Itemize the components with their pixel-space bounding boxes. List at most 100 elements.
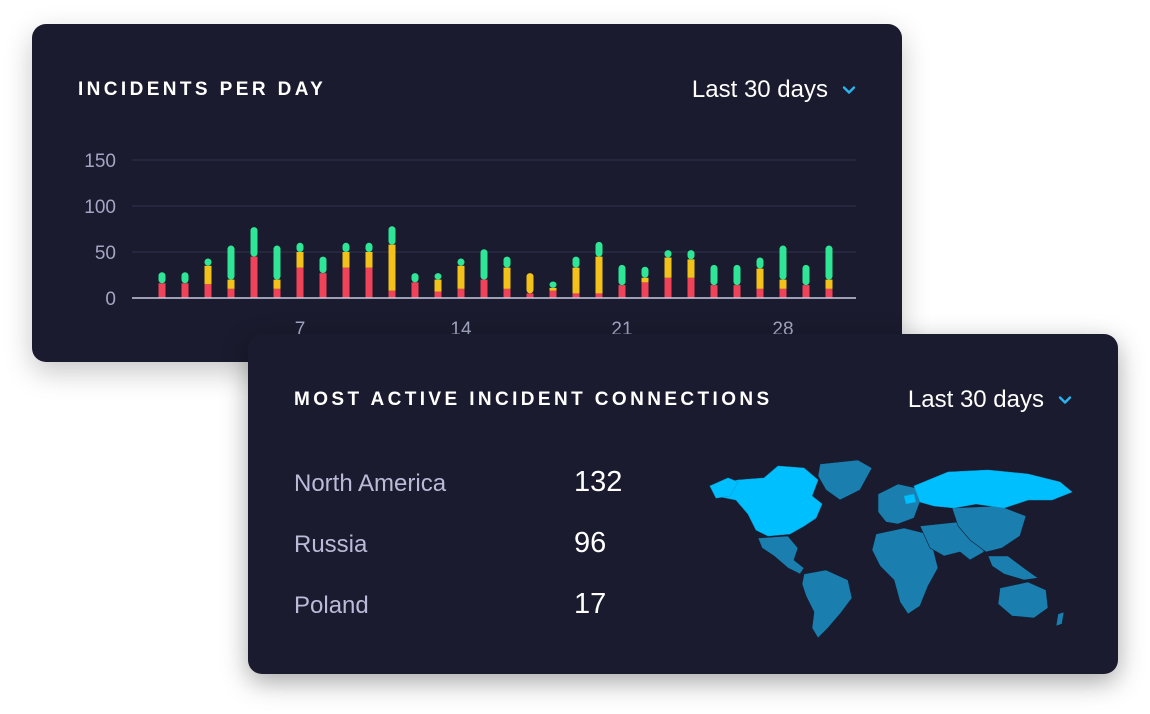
x-tick-label: 7	[295, 319, 306, 340]
bar-segment	[549, 281, 557, 288]
incidents-range-dropdown[interactable]: Last 30 days	[692, 76, 856, 104]
bar-segment	[457, 265, 465, 289]
incidents-per-day-card: INCIDENTS PER DAY Last 30 days 0 50 100 150…	[32, 24, 902, 362]
bar-segment	[687, 277, 695, 298]
bar-segment	[204, 265, 212, 285]
bar-segment	[641, 277, 649, 283]
bar-segment	[641, 282, 649, 298]
bar-segment	[549, 290, 557, 298]
y-tick-label: 0	[105, 289, 116, 310]
bar-segment	[595, 293, 603, 298]
bar-segment	[572, 293, 580, 298]
y-tick-label: 100	[84, 197, 116, 218]
bar-segment	[250, 227, 258, 257]
incidents-card-title: INCIDENTS PER DAY	[78, 79, 327, 100]
bar-segment	[756, 257, 764, 269]
bar-segment	[273, 288, 281, 298]
y-tick-label: 50	[95, 243, 116, 264]
bar-segment	[664, 257, 672, 278]
bar-segment	[687, 250, 695, 260]
region-name: Poland	[294, 592, 369, 619]
list-item: Russia 96	[294, 525, 654, 586]
bar-segment	[756, 288, 764, 298]
bar-segment	[664, 277, 672, 298]
list-item: North America 132	[294, 464, 654, 525]
bar-segment	[825, 288, 833, 298]
map-southeast-asia	[987, 555, 1039, 581]
chevron-down-icon	[1058, 396, 1072, 404]
bar-segment	[710, 285, 718, 298]
bar-segment	[664, 250, 672, 258]
map-alaska	[709, 477, 739, 499]
bar-segment	[227, 279, 235, 289]
bar-segment	[296, 242, 304, 252]
map-base-regions	[757, 459, 1065, 639]
map-highlighted-regions	[709, 465, 1073, 537]
bar-segment	[250, 256, 258, 298]
bar-segment	[204, 258, 212, 266]
bar-segment	[342, 252, 350, 268]
chevron-down-icon	[842, 86, 856, 94]
bar-segment	[158, 283, 166, 298]
map-north-america	[709, 465, 823, 537]
bar-segment	[779, 288, 787, 298]
region-count: 132	[574, 466, 623, 498]
bar-segment	[434, 273, 442, 280]
bar-segment	[457, 288, 465, 298]
bar-segment	[411, 282, 419, 298]
bar-segment	[733, 264, 741, 286]
bar-segment	[687, 259, 695, 278]
bar-segment	[480, 249, 488, 280]
bar-segment	[388, 226, 396, 245]
bar-segment	[549, 287, 557, 291]
incidents-range-label: Last 30 days	[691, 76, 828, 103]
world-map	[709, 459, 1073, 639]
bar-segment	[296, 252, 304, 268]
connections-range-label: Last 30 days	[907, 386, 1044, 413]
region-count: 96	[574, 527, 607, 559]
bar-segment	[388, 244, 396, 291]
map-europe	[877, 483, 921, 525]
bar-segment	[181, 283, 189, 298]
bar-segment	[595, 241, 603, 257]
list-item: Poland 17	[294, 586, 654, 647]
bar-segment	[411, 273, 419, 283]
bar-segment	[388, 290, 396, 298]
map-poland	[903, 493, 917, 505]
map-greenland	[817, 459, 873, 501]
bar-segment	[618, 264, 626, 286]
region-list: North America 132 Russia 96 Poland 17	[294, 464, 654, 647]
bar-segment	[296, 267, 304, 298]
bar-segment	[365, 242, 373, 252]
bar-segment	[641, 266, 649, 278]
bar-segment	[779, 245, 787, 280]
bar-segment	[618, 285, 626, 298]
bar-segment	[342, 267, 350, 298]
map-australia	[997, 581, 1049, 619]
bar-segment	[802, 264, 810, 286]
bar-segment	[779, 279, 787, 289]
bar-segment	[434, 291, 442, 298]
map-new-zealand	[1055, 611, 1065, 627]
bar-segment	[503, 288, 511, 298]
bar-segment	[181, 272, 189, 284]
bar-segment	[526, 273, 534, 294]
bar-segment	[802, 285, 810, 298]
map-east-asia	[951, 505, 1027, 553]
region-name: Russia	[294, 531, 368, 558]
bar-segment	[273, 279, 281, 289]
connections-range-dropdown[interactable]: Last 30 days	[908, 386, 1072, 414]
region-count: 17	[574, 588, 607, 620]
bar-segment	[227, 245, 235, 280]
bar-segment	[365, 267, 373, 298]
map-central-america	[757, 535, 805, 575]
connections-card-title: MOST ACTIVE INCIDENT CONNECTIONS	[294, 389, 773, 410]
bar-segment	[733, 285, 741, 298]
bar-segment	[227, 288, 235, 298]
bar-segment	[480, 279, 488, 298]
bar-segment	[434, 279, 442, 292]
bar-segment	[756, 268, 764, 289]
incident-connections-card: MOST ACTIVE INCIDENT CONNECTIONS Last 30…	[248, 334, 1118, 674]
bar-segment	[595, 256, 603, 294]
